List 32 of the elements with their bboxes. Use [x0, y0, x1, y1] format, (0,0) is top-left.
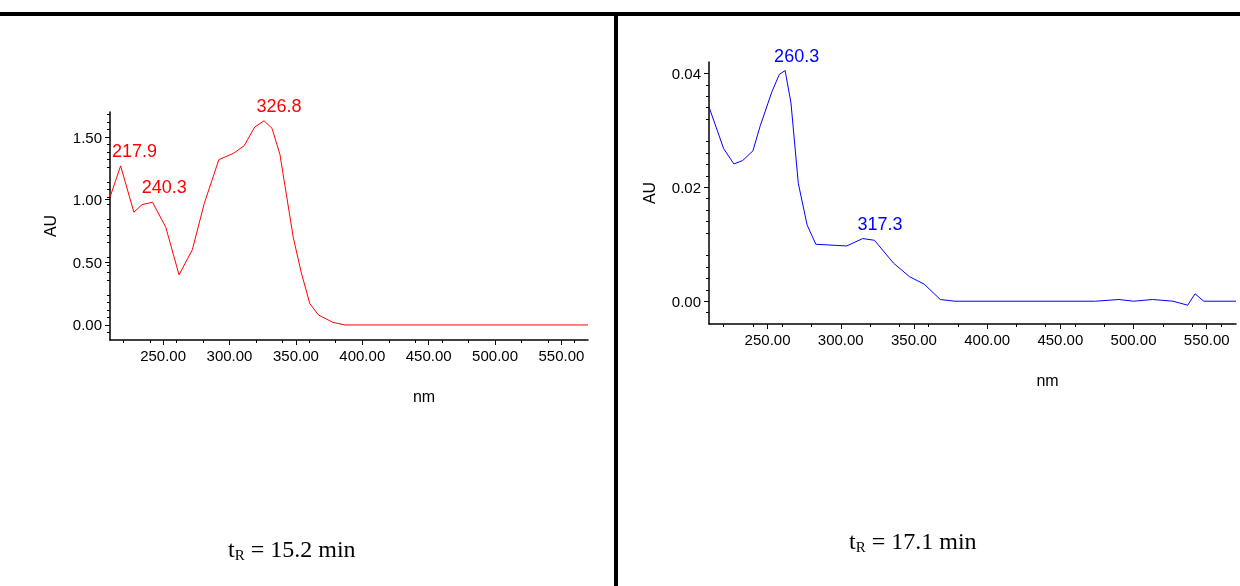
x-tick-label: 250.00: [140, 347, 187, 364]
annotation: 240.3: [141, 177, 187, 198]
x-axis-title: nm: [1036, 371, 1059, 389]
x-tick-label: 250.00: [744, 331, 791, 348]
annotation: 326.8: [256, 95, 302, 116]
x-tick-label: 300.00: [817, 331, 864, 348]
x-tick-label: 400.00: [964, 331, 1011, 348]
annotation: 317.3: [857, 213, 903, 234]
x-tick-label: 550.00: [538, 347, 585, 364]
x-tick-label: 350.00: [272, 347, 319, 364]
x-axis-title: nm: [412, 387, 436, 405]
x-tick-label: 500.00: [472, 347, 518, 364]
y-tick-label: 0.00: [671, 292, 701, 310]
x-tick-label: 300.00: [206, 347, 253, 364]
y-tick-label: 1.50: [72, 128, 102, 146]
annotation: 260.3: [774, 45, 820, 66]
y-tick-label: 0.02: [671, 178, 701, 196]
y-tick-label: 1.00: [72, 191, 102, 209]
x-tick-label: 400.00: [339, 347, 386, 364]
x-tick-label: 450.00: [1037, 331, 1084, 348]
x-tick-label: 450.00: [405, 347, 452, 364]
y-tick-label: 0.00: [72, 316, 102, 334]
x-tick-label: 550.00: [1183, 331, 1230, 348]
y-tick-label: 0.50: [72, 253, 102, 271]
line-series: [109, 120, 589, 326]
y-tick-label: 0.04: [671, 64, 701, 82]
x-tick-label: 350.00: [891, 331, 937, 348]
annotation: 217.9: [111, 140, 158, 161]
x-tick-label: 500.00: [1110, 331, 1157, 348]
line-series: [708, 70, 1237, 306]
y-axis-title: AU: [640, 181, 658, 205]
y-axis-title: AU: [41, 214, 59, 238]
